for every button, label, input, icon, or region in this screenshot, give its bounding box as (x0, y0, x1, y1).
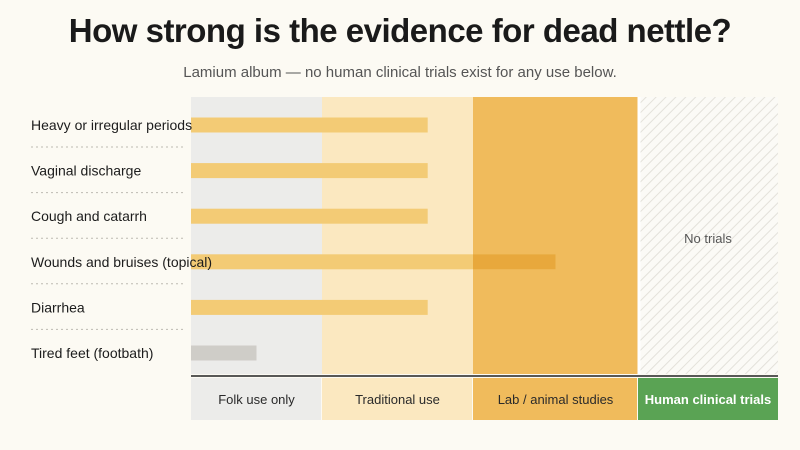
tier-band-2 (322, 97, 473, 374)
tier-label: Traditional use (355, 392, 440, 407)
category-label: Tired feet (footbath) (31, 345, 153, 361)
tier-label-box-3 (473, 378, 637, 420)
bar-6 (191, 345, 257, 361)
bar-4-lab-segment (473, 254, 556, 270)
bar-5 (191, 299, 428, 315)
chart-title: How strong is the evidence for dead nett… (68, 12, 732, 49)
bar-3 (191, 208, 428, 224)
tier-label: Folk use only (218, 392, 295, 407)
tier-label-box-4 (638, 378, 778, 420)
tier-label-box-1 (191, 378, 321, 420)
tier-band-3 (473, 97, 638, 374)
tier-label: Lab / animal studies (498, 392, 614, 407)
bar-2 (191, 163, 428, 179)
no-trials-annotation: No trials (684, 231, 732, 246)
category-label: Cough and catarrh (31, 208, 147, 224)
category-label: Diarrhea (31, 299, 85, 315)
bar-4 (191, 254, 556, 270)
category-label: Heavy or irregular periods (31, 117, 192, 133)
bar-1 (191, 117, 428, 133)
tier-band-4 (638, 97, 778, 374)
category-label: Vaginal discharge (31, 163, 141, 179)
tier-label: Human clinical trials (645, 392, 771, 407)
tier-band-1 (191, 97, 322, 374)
tier-label-box-2 (322, 378, 472, 420)
category-label: Wounds and bruises (topical) (31, 254, 212, 270)
chart-subtitle: Lamium album — no human clinical trials … (183, 64, 617, 81)
